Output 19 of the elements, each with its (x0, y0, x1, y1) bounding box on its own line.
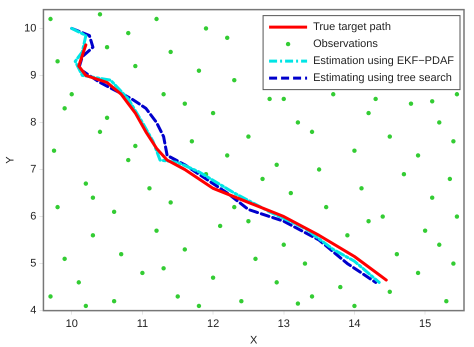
x-tick-label: 15 (419, 318, 432, 330)
legend-label: Estimating using tree search (313, 72, 452, 84)
y-tick-label: 10 (24, 22, 36, 34)
x-tick-label: 12 (206, 318, 220, 330)
x-tick-label: 14 (348, 318, 361, 330)
legend-label: Estimation using EKF−PDAF (313, 55, 454, 68)
y-axis-title: Y (4, 156, 17, 164)
x-tick-label: 11 (136, 318, 148, 330)
y-tick-label: 7 (30, 164, 36, 176)
y-tick-label: 4 (30, 304, 36, 317)
y-tick-label: 9 (30, 69, 36, 82)
y-tick-label: 5 (30, 258, 36, 270)
legend-label: Observations (313, 38, 378, 50)
x-tick-label: 10 (66, 318, 78, 330)
legend-label: True target path (313, 21, 391, 34)
y-tick-label: 8 (30, 116, 36, 129)
y-tick-label: 6 (30, 210, 36, 223)
x-axis-title: X (250, 334, 258, 346)
x-tick-label: 13 (278, 318, 290, 330)
